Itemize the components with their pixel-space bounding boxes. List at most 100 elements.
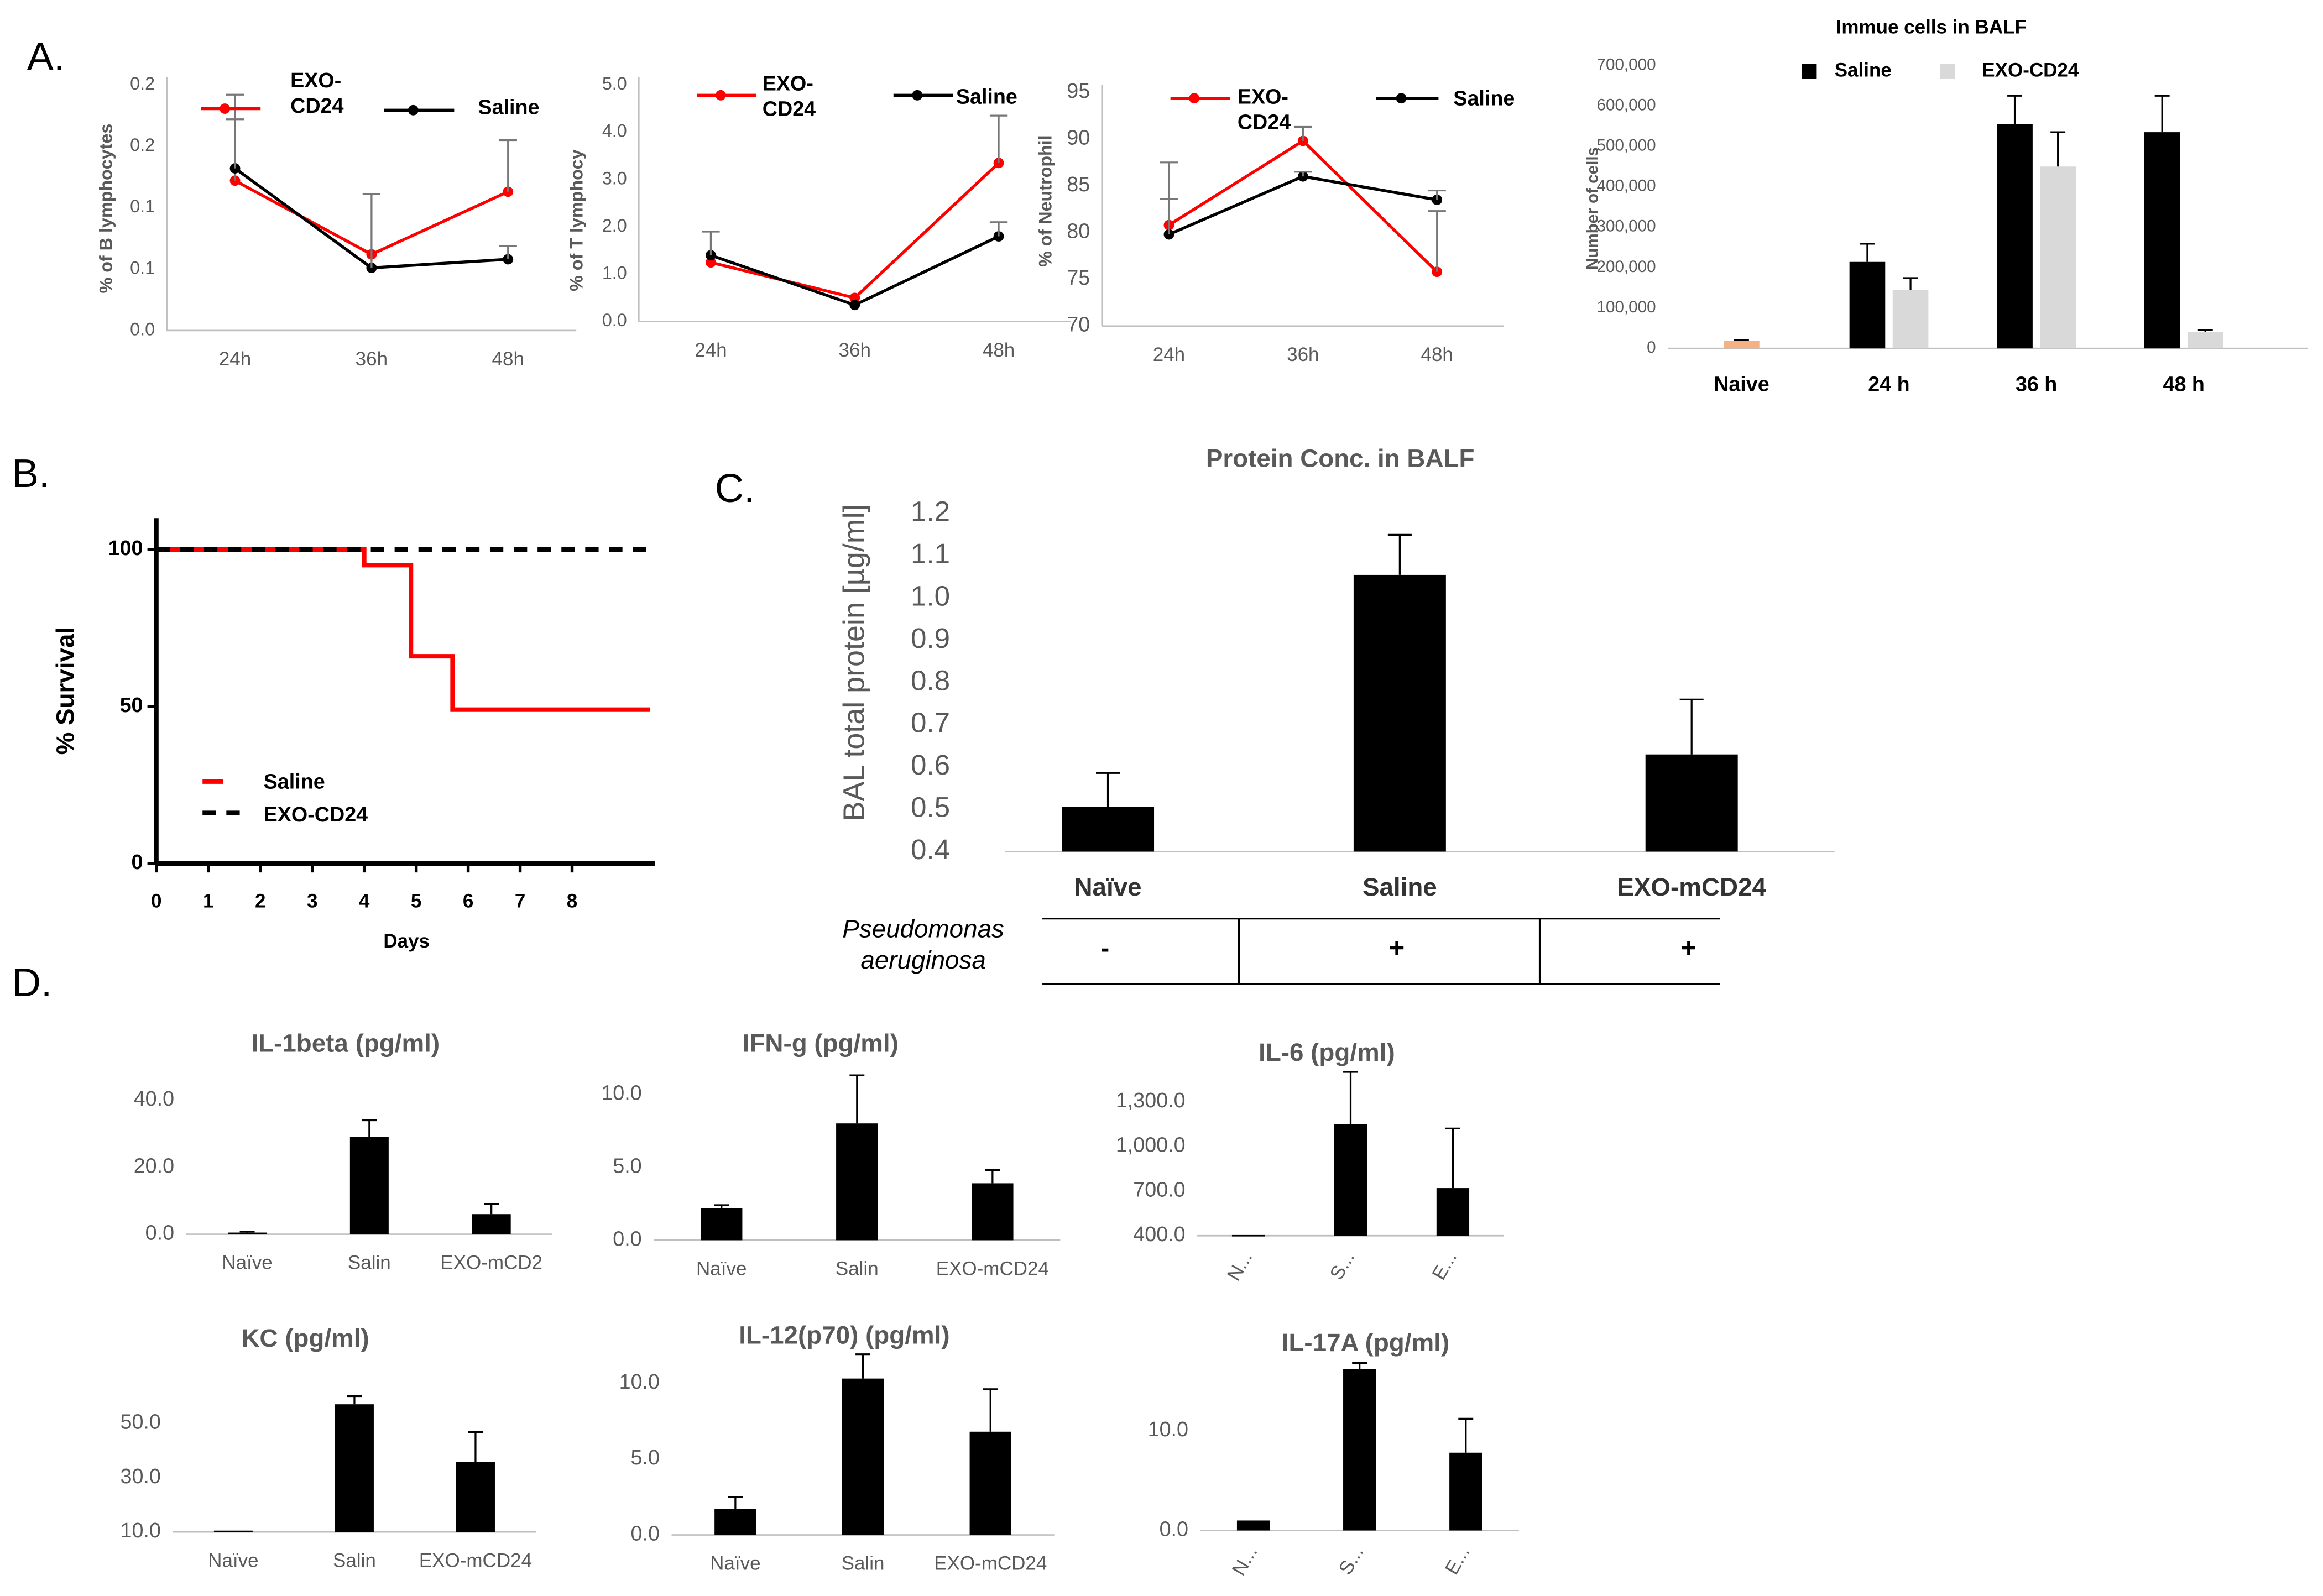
error-bar <box>1734 339 1749 342</box>
x-tick-label: 5 <box>411 890 421 912</box>
error-bar <box>1387 533 1412 575</box>
y-tick-label: 1.2 <box>911 496 950 527</box>
x-tick-label: 3 <box>307 890 317 912</box>
y-axis-label: Number of cells <box>1583 147 1601 270</box>
y-tick-label: 0.2 <box>130 74 155 93</box>
x-tick-label: 48 h <box>2163 372 2204 395</box>
legend-label: EXO-CD24 <box>1982 60 2079 81</box>
x-tick-label: 24h <box>695 339 727 361</box>
x-tick-label: 36h <box>1287 344 1319 365</box>
error-bar <box>239 1231 255 1233</box>
y-tick-label: 5.0 <box>613 1154 641 1177</box>
bar <box>1849 261 1886 349</box>
bar <box>714 1509 756 1535</box>
x-tick-label: Salin <box>348 1252 391 1274</box>
y-tick-label: 200,000 <box>1597 258 1656 276</box>
x-tick-label: S... <box>1325 1248 1359 1284</box>
y-tick-label: 500,000 <box>1597 137 1656 155</box>
y-tick-label: 10.0 <box>1148 1417 1188 1441</box>
x-tick-label: N... <box>1223 1248 1257 1285</box>
error-bar <box>1343 1071 1358 1124</box>
x-tick-label: 2 <box>255 890 265 912</box>
table-row-label: Pseudomonas <box>842 914 1004 943</box>
y-axis-label: % of Neutrophil <box>1036 135 1056 267</box>
x-tick-label: Naïve <box>208 1550 258 1571</box>
error-bar <box>2197 329 2213 332</box>
error-bar <box>362 1119 377 1137</box>
x-tick-label: Saline <box>1363 873 1437 901</box>
x-tick-label: 24h <box>1153 344 1185 365</box>
bar <box>213 1530 253 1532</box>
error-bar <box>2154 95 2170 133</box>
x-tick-label: Salin <box>842 1553 885 1574</box>
legend-label: EXO-CD24 <box>763 71 816 120</box>
bar <box>1892 290 1929 349</box>
y-tick-label: 95 <box>1067 79 1090 102</box>
bar <box>1231 1234 1265 1237</box>
y-tick-label: 20.0 <box>134 1154 174 1177</box>
y-tick-label: 50 <box>120 693 143 716</box>
error-bar <box>484 1203 499 1215</box>
y-tick-label: 1,300.0 <box>1116 1089 1186 1112</box>
y-tick-label: 5.0 <box>631 1446 660 1469</box>
chart-title: IL-12(p70) (pg/ml) <box>739 1321 949 1349</box>
error-bar <box>1860 243 1875 262</box>
legend-swatch <box>1940 64 1955 79</box>
error-bar <box>855 1353 871 1379</box>
legend-marker <box>1189 93 1200 104</box>
y-tick-label: 10.0 <box>601 1081 641 1104</box>
x-tick-label: N... <box>1228 1542 1262 1579</box>
legend-marker <box>408 104 419 116</box>
y-tick-label: 400.0 <box>1133 1222 1185 1246</box>
x-tick-label: EXO-mCD24 <box>1617 873 1766 901</box>
table-cell: + <box>1681 933 1696 963</box>
legend-marker <box>220 103 231 114</box>
y-tick-label: 400,000 <box>1597 177 1656 195</box>
x-tick-label: 6 <box>463 890 473 912</box>
chart-title: KC (pg/ml) <box>241 1324 369 1352</box>
legend-marker <box>715 90 726 101</box>
error-bar <box>1352 1362 1367 1369</box>
bar <box>1997 124 2033 349</box>
series-line <box>710 161 1000 300</box>
bar <box>1449 1452 1482 1531</box>
error-bar <box>1445 1127 1460 1189</box>
bar <box>1436 1188 1470 1236</box>
x-tick-label: 24h <box>219 348 251 370</box>
bar <box>2187 332 2223 349</box>
y-axis-label: % Survival <box>51 627 79 755</box>
y-axis-label: % of T lymphocy <box>566 149 586 291</box>
table-cell: + <box>1389 933 1405 963</box>
x-tick-label: S... <box>1335 1542 1368 1578</box>
error-bar <box>983 1388 998 1432</box>
y-tick-label: 0.8 <box>911 664 950 696</box>
x-tick-label: Salin <box>836 1258 879 1279</box>
error-bar <box>985 1169 1000 1184</box>
error-bar <box>1679 698 1704 755</box>
error-bar <box>1458 1417 1474 1453</box>
error-bar <box>1294 125 1312 141</box>
x-tick-label: E... <box>1428 1248 1461 1284</box>
bar <box>969 1431 1011 1535</box>
bar <box>1236 1520 1270 1531</box>
bar <box>2040 166 2076 349</box>
y-tick-label: 0.0 <box>613 1227 641 1250</box>
x-tick-label: EXO-mCD24 <box>936 1258 1049 1279</box>
error-bar <box>1294 171 1312 177</box>
y-tick-label: 0.2 <box>130 135 155 155</box>
y-tick-label: 10.0 <box>619 1370 660 1393</box>
bar <box>349 1137 389 1234</box>
legend-label: Saline <box>1453 86 1515 109</box>
y-tick-label: 50.0 <box>120 1410 160 1433</box>
y-tick-label: 10.0 <box>120 1519 160 1542</box>
error-bar <box>989 221 1008 237</box>
y-tick-label: 1.1 <box>911 538 950 569</box>
chart-title: IL-6 (pg/ml) <box>1259 1038 1395 1066</box>
legend-label: Saline <box>478 96 539 119</box>
x-tick-label: Naive <box>1714 372 1769 395</box>
panel-label: A. <box>27 34 65 79</box>
error-bar <box>2050 131 2066 167</box>
legend-swatch <box>1802 64 1817 79</box>
